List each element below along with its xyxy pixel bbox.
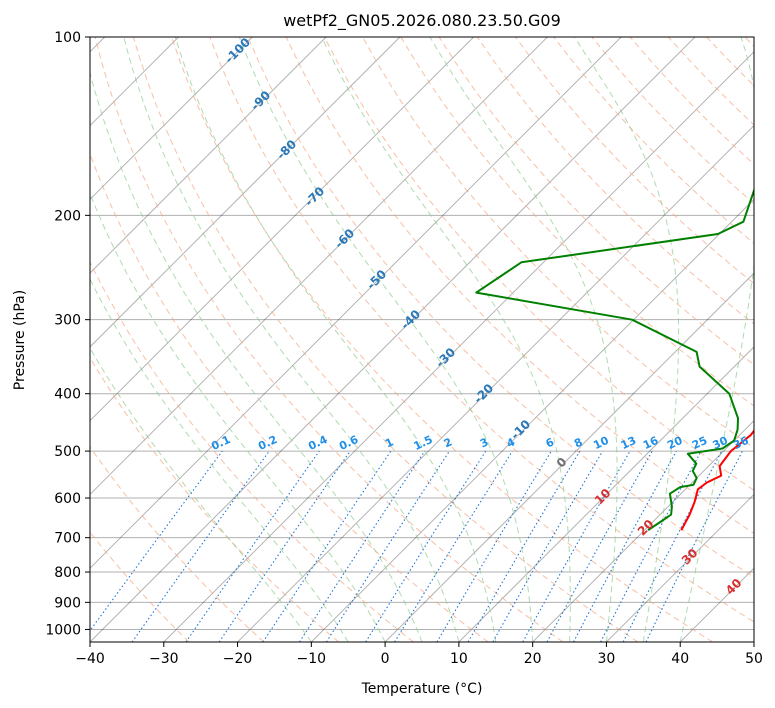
isotherm-line <box>606 493 754 642</box>
y-tick-label: 1000 <box>45 622 81 638</box>
dry-adiabat-line <box>90 446 265 642</box>
dry-adiabat-line <box>247 37 754 578</box>
mixing-ratio-line <box>522 450 631 642</box>
x-axis-label: Temperature (°C) <box>361 681 483 697</box>
y-tick-label: 400 <box>54 387 81 403</box>
plot-frame <box>89 36 755 643</box>
isotherm-line <box>532 419 754 642</box>
x-tick-label: 10 <box>450 651 468 667</box>
x-tick-label: −10 <box>297 651 327 667</box>
mixing-ratio-label: 20 <box>665 434 685 452</box>
moist-adiabat-line <box>90 347 312 642</box>
isotherm-line <box>90 37 253 201</box>
mixing-ratio-label: 13 <box>619 434 638 452</box>
dewpoint-profile-line <box>475 187 754 532</box>
isotherm-line <box>90 37 401 348</box>
moist-adiabat-line <box>679 37 754 642</box>
x-tick-label: 50 <box>745 651 763 667</box>
mixing-ratio-label: 16 <box>641 434 661 452</box>
y-tick-label: 100 <box>54 30 81 46</box>
x-tick-label: −30 <box>149 651 179 667</box>
isotherm-line <box>90 37 622 569</box>
mixing-ratio-line <box>645 450 743 642</box>
dry-adiabat-line <box>515 37 754 285</box>
mixing-ratio-label: 25 <box>690 434 709 452</box>
x-tick-label: 20 <box>524 651 542 667</box>
dry-adiabat-line <box>90 260 414 642</box>
chart-title: wetPf2_GN05.2026.080.23.50.G09 <box>283 11 561 31</box>
isotherm-line <box>90 37 475 422</box>
mixing-ratio-line <box>394 450 513 642</box>
mixing-ratio-line <box>299 450 426 642</box>
isotherm-line <box>90 37 327 274</box>
dry-adiabat-line <box>438 37 754 366</box>
dry-adiabat-line <box>90 356 339 642</box>
x-tick-label: 0 <box>381 651 390 667</box>
mixing-ratio-line <box>573 450 677 642</box>
isotherm-line <box>90 37 548 496</box>
y-axis-label: Pressure (hPa) <box>12 290 28 390</box>
isotherm-line <box>384 272 754 642</box>
dry-adiabat-line <box>171 37 713 642</box>
isotherm-line <box>90 37 696 642</box>
y-tick-label: 900 <box>54 595 81 611</box>
plot-background <box>90 37 754 642</box>
moist-adiabat-line <box>573 37 680 642</box>
moist-adiabat-line <box>429 37 618 642</box>
dry-adiabat-line <box>323 37 754 491</box>
y-tick-label: 700 <box>54 531 81 547</box>
mixing-ratio-line <box>325 450 450 642</box>
x-tick-label: −20 <box>223 651 253 667</box>
isotherm-line <box>237 124 754 642</box>
isotherm-line <box>753 641 754 642</box>
dry-adiabat-line <box>209 37 754 623</box>
isotherm-line <box>163 51 754 642</box>
mixing-ratio-label: 30 <box>711 434 731 452</box>
y-tick-label: 500 <box>54 444 81 460</box>
x-tick-label: 30 <box>598 651 616 667</box>
y-tick-label: 600 <box>54 491 81 507</box>
y-tick-label: 800 <box>54 565 81 581</box>
moist-adiabat-line <box>90 278 349 642</box>
moist-adiabat-line <box>90 70 423 642</box>
isotherm-line <box>458 346 754 642</box>
mixing-ratio-label: 10 <box>591 434 611 452</box>
y-tick-label: 200 <box>54 208 81 224</box>
dry-adiabat-line <box>476 37 754 325</box>
moist-adiabat-line <box>174 37 497 642</box>
mixing-ratio-line <box>262 450 392 642</box>
mixing-ratio-line <box>218 450 351 642</box>
mixing-ratio-line <box>131 450 270 642</box>
dry-adiabat-line <box>132 37 639 642</box>
moist-adiabat-line <box>321 37 571 642</box>
mixing-ratio-line <box>185 450 320 642</box>
mixing-ratio-line <box>546 450 653 642</box>
mixing-ratio-line <box>90 450 223 632</box>
y-tick-label: 300 <box>54 313 81 329</box>
moist-adiabat-line <box>238 37 534 642</box>
x-tick-label: −40 <box>75 651 105 667</box>
x-tick-label: 40 <box>671 651 689 667</box>
moist-adiabat-line <box>123 37 460 642</box>
temperature-profile-line <box>680 429 754 531</box>
moist-adiabat-line <box>90 192 386 642</box>
dry-adiabat-line <box>94 37 564 642</box>
mixing-ratio-label: 36 <box>731 434 751 452</box>
